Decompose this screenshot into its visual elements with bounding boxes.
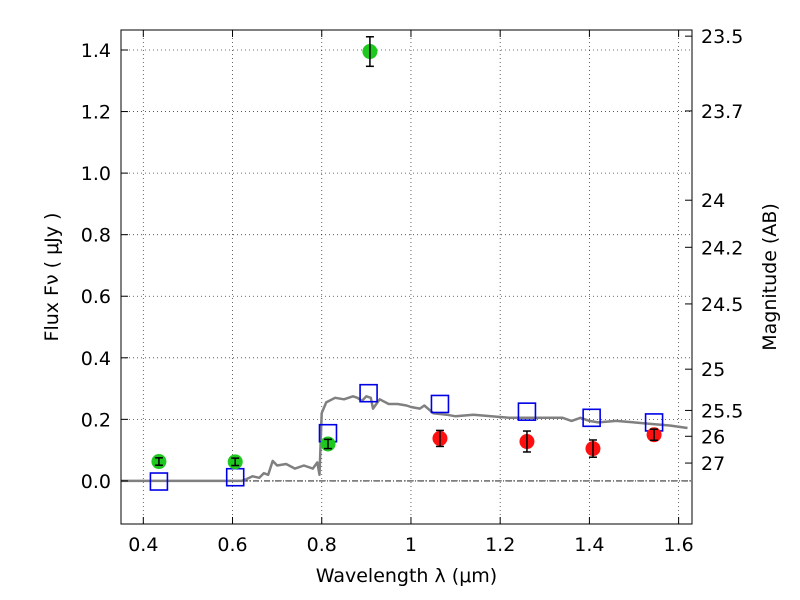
model-photometry-square [149,472,169,491]
y-tick-label: 1.0 [81,163,111,185]
model-spectrum [121,395,688,483]
y-tick-label: 1.4 [81,40,111,62]
data-markers [149,36,664,491]
mag-tick-label: 25 [701,359,725,381]
y-tick-label: 0.4 [81,348,111,370]
mag-tick-label: 25.5 [701,400,743,422]
plot-frame [120,29,693,525]
model-photometry-square [225,467,245,487]
x-tick-label: 0.4 [128,534,158,556]
mag-tick-label: 24.5 [701,294,743,316]
y2-axis-label: Magnitude (AB) [759,203,781,351]
x-axis-label: Wavelength λ (μm) [316,565,497,587]
axis-ticks: 0.4 0.6 0.8 1 1.2 1.4 1.6 0.0 0.2 0.4 0.6 0.8 1.0 1.2… [81,26,744,556]
x-tick-label: 1 [405,534,417,556]
x-tick-label: 1.4 [574,534,604,556]
x-tick-label: 1.6 [664,534,694,556]
mag-tick-label: 24 [701,190,725,212]
y-tick-label: 0.0 [81,471,111,493]
mag-tick-label: 27 [701,453,725,475]
y-tick-label: 0.6 [81,286,111,308]
mag-tick-label: 24.2 [701,237,743,259]
y-axis-label: Flux Fν ( μJy ) [41,213,63,342]
mag-tick-label: 26 [701,426,725,448]
model-photometry-square [517,402,537,421]
y-tick-label: 0.2 [81,409,111,431]
x-tick-label: 0.6 [217,534,247,556]
y-tick-label: 0.8 [81,225,111,247]
mag-tick-label: 23.5 [701,26,743,48]
y-tick-label: 1.2 [81,102,111,124]
x-tick-label: 0.8 [307,534,337,556]
model-spectrum-line [121,395,688,483]
x-tick-label: 1.2 [485,534,515,556]
model-photometry-square [430,394,450,414]
grid [121,30,692,524]
model-photometry-square [582,408,601,428]
mag-tick-label: 23.7 [701,101,743,123]
model-photometry-square [359,383,378,403]
